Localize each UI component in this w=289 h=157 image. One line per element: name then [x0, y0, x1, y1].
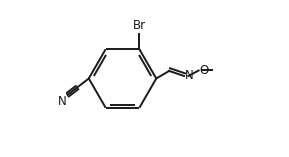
Text: Br: Br [133, 19, 146, 32]
Text: N: N [58, 95, 67, 108]
Text: O: O [199, 64, 209, 77]
Text: N: N [185, 70, 193, 82]
